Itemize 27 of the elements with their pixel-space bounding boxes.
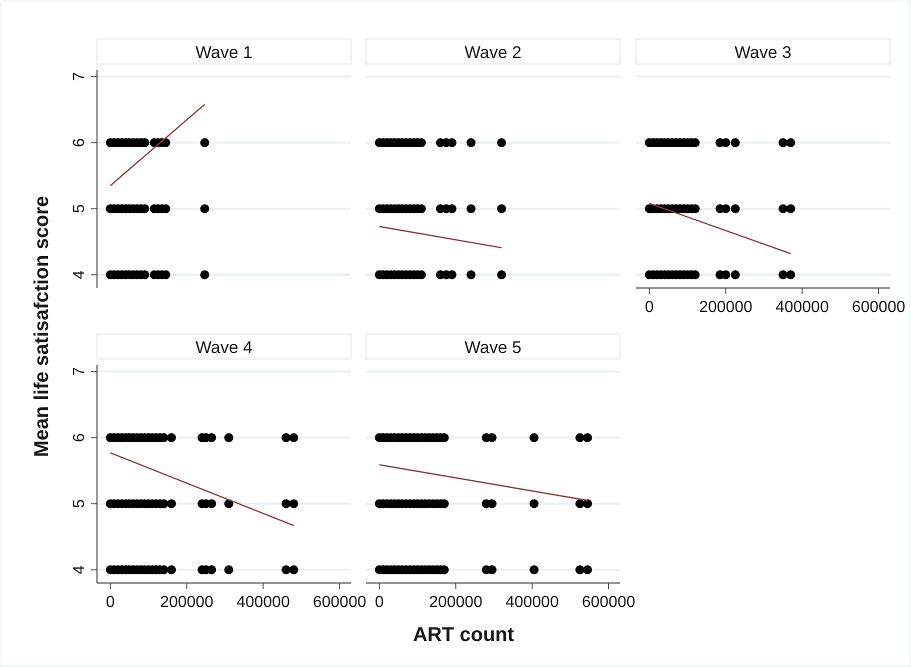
x-tick-label: 0 [374, 594, 384, 611]
y-tick-label: 4 [71, 270, 88, 280]
chart-title: Wave 1 [195, 43, 253, 62]
x-tick-label: 600000 [312, 594, 366, 611]
y-tick-label: 6 [71, 138, 88, 148]
x-tick-label: 400000 [505, 594, 559, 611]
y-tick-label: 4 [71, 565, 88, 574]
x-tick-label: 400000 [236, 594, 290, 611]
x-axis-title: ART count [412, 624, 514, 646]
y-tick-label: 5 [71, 499, 88, 508]
chart-title: Wave 2 [464, 43, 522, 62]
x-tick-label: 200000 [699, 299, 753, 316]
y-tick-label: 7 [71, 72, 88, 82]
y-tick-label: 6 [71, 433, 88, 442]
x-tick-label: 0 [644, 299, 654, 316]
chart-title: Wave 5 [464, 338, 522, 357]
x-tick-label: 600000 [852, 299, 906, 316]
y-tick-label: 7 [71, 367, 88, 376]
x-tick-label: 0 [106, 594, 115, 611]
x-tick-label: 200000 [160, 594, 214, 611]
x-tick-label: 600000 [582, 594, 636, 611]
x-tick-label: 400000 [775, 299, 829, 316]
y-tick-label: 5 [71, 204, 88, 214]
chart-title: Wave 3 [734, 43, 792, 62]
chart-title: Wave 4 [195, 338, 253, 357]
y-axis-title: Mean life satisafction score [31, 196, 53, 458]
x-tick-label: 200000 [429, 594, 483, 611]
